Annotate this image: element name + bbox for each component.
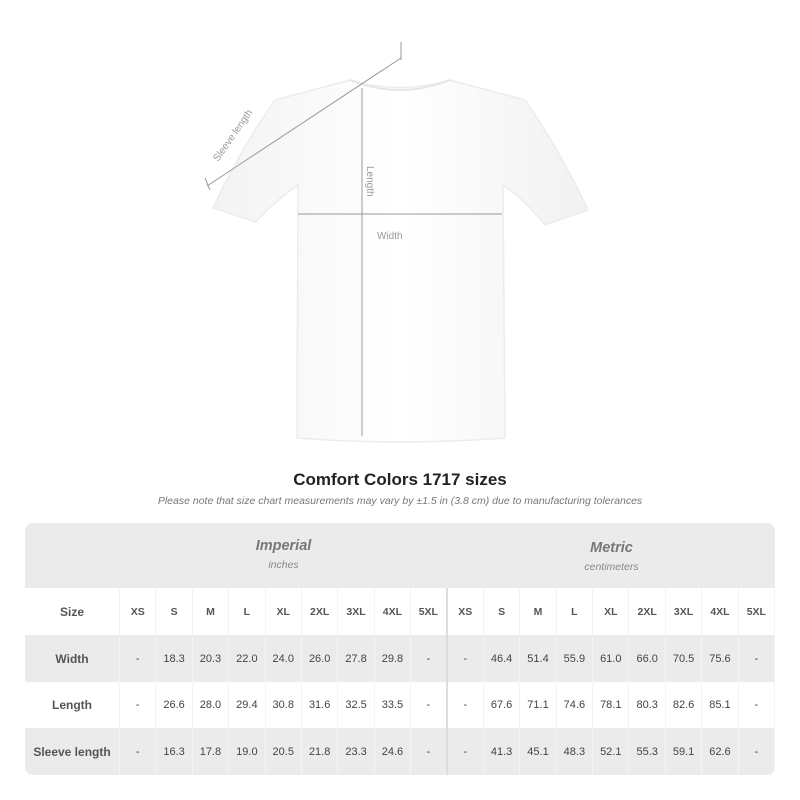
metric-unit: centimeters — [584, 561, 639, 573]
size-table: Imperial inches Metric centimeters Size X… — [25, 523, 775, 775]
imperial-cell: 32.5 — [338, 682, 375, 728]
row-label: Sleeve length — [25, 728, 120, 775]
tshirt-diagram: Sleeve length Length Width — [204, 42, 590, 443]
imperial-cell: 33.5 — [375, 682, 412, 728]
imperial-cell: 31.6 — [302, 682, 339, 728]
metric-cell: 75.6 — [702, 635, 739, 682]
metric-cell: - — [739, 728, 775, 775]
imperial-cell: - — [120, 635, 157, 682]
table-row: Sleeve length -16.3 17.8 19.0 20.5 21.8 23.3 24… — [25, 728, 775, 775]
imperial-cell: 29.4 — [229, 682, 266, 728]
metric-cell: 80.3 — [629, 682, 666, 728]
metric-cell: - — [448, 728, 484, 775]
imperial-cell: 22.0 — [229, 635, 266, 682]
metric-cell: XS — [448, 588, 484, 635]
chart-title: Comfort Colors 1717 sizes — [293, 470, 507, 489]
metric-cell: 5XL — [739, 588, 775, 635]
table-row: Width -18.3 20.3 22.0 24.0 26.0 27.8 29.8- -46.4… — [25, 635, 775, 682]
metric-cell: 41.3 — [484, 728, 521, 775]
metric-cell: 70.5 — [666, 635, 703, 682]
imperial-cell: 26.6 — [156, 682, 193, 728]
imperial-cell: 30.8 — [266, 682, 302, 728]
metric-cell: 4XL — [702, 588, 739, 635]
row-label: Width — [25, 635, 120, 682]
metric-cell: - — [739, 635, 775, 682]
imperial-cell: 20.5 — [266, 728, 302, 775]
metric-cell: 45.1 — [520, 728, 557, 775]
imperial-cell: 18.3 — [156, 635, 193, 682]
imperial-cell: - — [120, 682, 157, 728]
imperial-cell: 28.0 — [193, 682, 230, 728]
imperial-cell: - — [411, 682, 448, 728]
imperial-header: Imperial inches — [120, 538, 447, 571]
metric-cell: S — [484, 588, 521, 635]
metric-cell: 52.1 — [593, 728, 630, 775]
imperial-cell: S — [156, 588, 193, 635]
metric-cell: XL — [593, 588, 630, 635]
row-label: Size — [25, 588, 120, 635]
imperial-cell: - — [120, 728, 157, 775]
metric-cell: 55.9 — [557, 635, 594, 682]
imperial-cell: 16.3 — [156, 728, 193, 775]
imperial-cell: 29.8 — [375, 635, 412, 682]
metric-cell: 61.0 — [593, 635, 630, 682]
metric-header: Metric centimeters — [448, 540, 775, 573]
imperial-cell: 21.8 — [302, 728, 339, 775]
imperial-cell: 3XL — [338, 588, 375, 635]
metric-cell: M — [520, 588, 557, 635]
imperial-cell: 23.3 — [338, 728, 375, 775]
metric-cell: - — [448, 635, 484, 682]
sleeve-arrow — [206, 57, 402, 187]
metric-cell: 46.4 — [484, 635, 521, 682]
metric-cell: 78.1 — [593, 682, 630, 728]
imperial-cell: M — [193, 588, 230, 635]
imperial-cell: - — [411, 728, 448, 775]
metric-cell: 85.1 — [702, 682, 739, 728]
imperial-cell: 24.6 — [375, 728, 412, 775]
imperial-cell: XS — [120, 588, 157, 635]
metric-cell: 3XL — [666, 588, 703, 635]
metric-label: Metric — [590, 540, 633, 556]
unit-header-row: Imperial inches Metric centimeters — [25, 523, 775, 588]
imperial-cell: XL — [266, 588, 302, 635]
metric-cell: 74.6 — [557, 682, 594, 728]
metric-cell: 2XL — [629, 588, 666, 635]
metric-cell: 51.4 — [520, 635, 557, 682]
imperial-label: Imperial — [255, 538, 312, 554]
imperial-cell: 27.8 — [338, 635, 375, 682]
metric-cell: - — [739, 682, 775, 728]
imperial-cell: 4XL — [375, 588, 412, 635]
tolerance-note: Please note that size chart measurements… — [157, 495, 643, 507]
metric-cell: 66.0 — [629, 635, 666, 682]
metric-cell: 82.6 — [666, 682, 703, 728]
imperial-cell: 24.0 — [266, 635, 302, 682]
imperial-cell: 20.3 — [193, 635, 230, 682]
tshirt-shape — [211, 79, 590, 443]
imperial-cell: 17.8 — [193, 728, 230, 775]
size-header-row: Size XS S M L XL 2XL 3XL 4XL 5XL XS S M L XL 2XL 3XL 4XL 5… — [25, 588, 775, 635]
metric-cell: 55.3 — [629, 728, 666, 775]
imperial-cell: 2XL — [302, 588, 339, 635]
metric-cell: 62.6 — [702, 728, 739, 775]
metric-cell: L — [557, 588, 594, 635]
metric-cell: 59.1 — [666, 728, 703, 775]
metric-cell: 71.1 — [520, 682, 557, 728]
imperial-cell: 19.0 — [229, 728, 266, 775]
metric-cell: 67.6 — [484, 682, 521, 728]
imperial-cell: 5XL — [411, 588, 448, 635]
length-label: Length — [364, 166, 375, 197]
metric-cell: - — [448, 682, 484, 728]
imperial-cell: - — [411, 635, 448, 682]
row-label: Length — [25, 682, 120, 728]
imperial-cell: L — [229, 588, 266, 635]
table-row: Length -26.6 28.0 29.4 30.8 31.6 32.5 33.5- -67.… — [25, 682, 775, 728]
imperial-unit: inches — [268, 559, 299, 571]
imperial-cell: 26.0 — [302, 635, 339, 682]
width-label: Width — [377, 231, 403, 242]
metric-cell: 48.3 — [557, 728, 594, 775]
